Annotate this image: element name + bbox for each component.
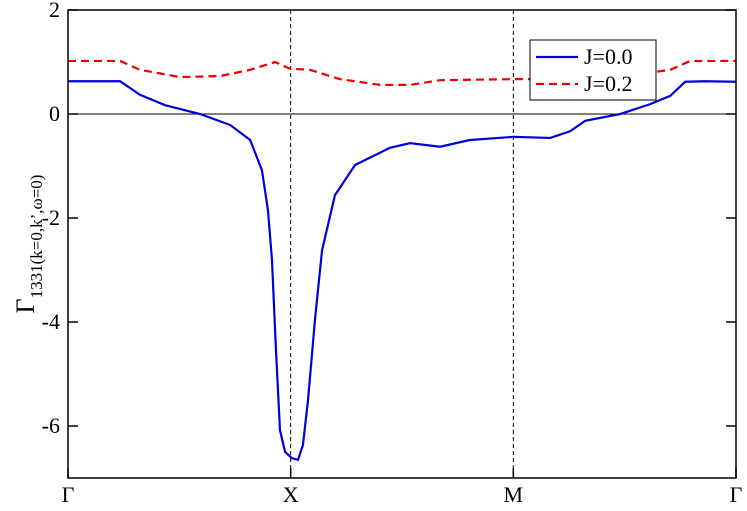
legend-box [529, 39, 657, 101]
x-tick-label: Γ [730, 482, 743, 506]
y-tick-label: 0 [49, 101, 60, 126]
y-tick-label: -4 [42, 309, 60, 334]
x-tick-label: Γ [62, 482, 75, 506]
data-line [68, 80, 737, 462]
x-tick-label: X [283, 482, 299, 506]
x-tick-label: M [504, 482, 524, 506]
plot-frame [67, 9, 737, 479]
legend-label: J=0.2 [584, 71, 632, 96]
y-tick-label: 2 [49, 0, 60, 22]
y-tick-label: -2 [42, 205, 60, 230]
y-axis-label: Γ1331(k=0,k’,ω=0) [11, 175, 46, 314]
legend-label: J=0.0 [584, 44, 632, 69]
y-tick-label: -6 [42, 413, 60, 438]
y-label-main: Γ [11, 298, 40, 313]
legend: J=0.0J=0.2 [529, 39, 657, 101]
y-label-sub: 1331(k=0,k’,ω=0) [27, 175, 46, 299]
